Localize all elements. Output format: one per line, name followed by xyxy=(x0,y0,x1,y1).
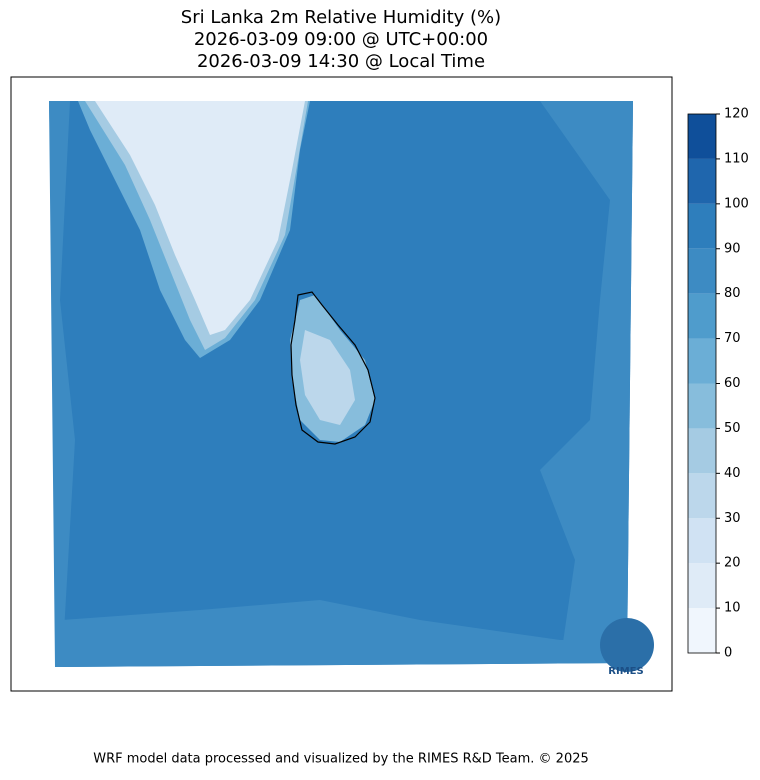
colorbar-band xyxy=(688,114,716,159)
colorbar-band xyxy=(688,563,716,609)
land-zone xyxy=(300,330,355,425)
humidity-zone xyxy=(540,101,633,663)
colorbar-band xyxy=(688,428,716,474)
title-line: 2026-03-09 09:00 @ UTC+00:00 xyxy=(194,29,488,50)
colorbar-tick-label: 60 xyxy=(724,376,741,391)
land-zone xyxy=(95,101,305,335)
footer: WRF model data processed and visualized … xyxy=(93,752,589,767)
logo-text: RIMES xyxy=(608,666,643,677)
title-line: 2026-03-09 14:30 @ Local Time xyxy=(197,51,485,72)
colorbar-tick-label: 70 xyxy=(724,331,741,346)
coastline xyxy=(290,291,376,445)
colorbar-tick-label: 30 xyxy=(724,511,741,526)
colorbar-band xyxy=(688,158,716,204)
map: RIMES xyxy=(49,101,654,677)
colorbar-band xyxy=(688,338,716,384)
logo-emblem xyxy=(600,618,654,672)
colorbar-band xyxy=(688,518,716,564)
colorbar-tick-label: 90 xyxy=(724,241,741,256)
colorbar-tick-label: 100 xyxy=(724,196,749,211)
colorbar: 0 10 20 30 40 50 60 70 80 90 100 110 120 xyxy=(687,107,749,661)
colorbar-band xyxy=(688,383,716,429)
colorbar-tick-label: 50 xyxy=(724,421,741,436)
colorbar-band xyxy=(688,473,716,519)
colorbar-tick-label: 0 xyxy=(724,646,732,661)
colorbar-tick-label: 20 xyxy=(724,556,741,571)
colorbar-band xyxy=(688,608,716,653)
colorbar-tick-label: 110 xyxy=(724,151,749,166)
title-line: Sri Lanka 2m Relative Humidity (%) xyxy=(181,7,501,28)
colorbar-tick-label: 120 xyxy=(724,107,749,122)
colorbar-tick-label: 10 xyxy=(724,601,741,616)
humidity-zone xyxy=(62,600,627,667)
colorbar-band xyxy=(688,293,716,339)
colorbar-tick-label: 40 xyxy=(724,466,741,481)
humidity-zone xyxy=(49,101,75,667)
colorbar-tick-label: 80 xyxy=(724,286,741,301)
colorbar-band xyxy=(688,248,716,294)
colorbar-band xyxy=(688,203,716,249)
